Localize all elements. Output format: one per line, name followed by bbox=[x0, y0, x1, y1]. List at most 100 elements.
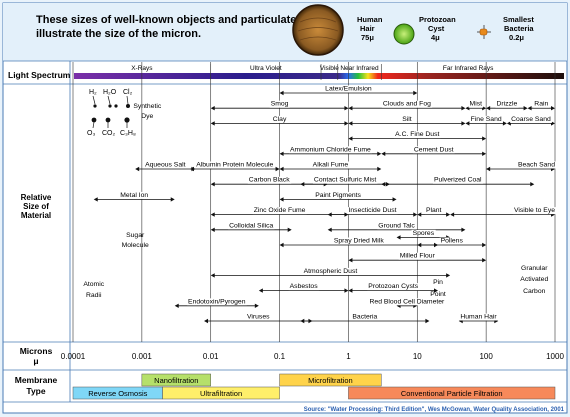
material-label-spores: Spores bbox=[413, 230, 435, 237]
material-ranges: Latex/Emulsion Smog Clouds and Fog Mist Driz… bbox=[93, 85, 557, 324]
material-label-zinc-oxide-fume: Zinc Oxide Fume bbox=[254, 207, 306, 214]
material-label-latex-emulsion: Latex/Emulsion bbox=[325, 86, 372, 93]
material-a-c-fine-dust: A.C. Fine Dust bbox=[348, 131, 487, 141]
microns-label: Microns bbox=[20, 346, 53, 356]
material-red-blood-cell-diameter: Red Blood Cell Diameter bbox=[368, 298, 447, 308]
material-beach-sand: Beach Sand bbox=[486, 161, 557, 172]
static-label-atomic: Atomic bbox=[83, 281, 104, 288]
bacteria-icon bbox=[477, 25, 491, 39]
material-cement-dust: Cement Dust bbox=[381, 146, 487, 156]
material-protozoan-cysts: Protozoan Cysts bbox=[348, 283, 439, 293]
material-label-atmospheric-dust: Atmospheric Dust bbox=[304, 268, 358, 275]
membrane-label-nanofiltration: Nanofiltration bbox=[154, 376, 198, 385]
molecule-c3h8: C₃H₈ bbox=[120, 130, 136, 137]
axis-tick-0-01: 0.01 bbox=[203, 352, 219, 361]
material-label-alkali-fume: Alkali Fume bbox=[313, 162, 349, 169]
material-label-rain: Rain bbox=[534, 101, 548, 108]
static-label-point: Point bbox=[430, 291, 446, 298]
spectrum-band-near-infrared: Near Infrared bbox=[340, 65, 379, 72]
material-label-bacteria: Bacteria bbox=[352, 314, 377, 321]
membrane-label-ultrafiltration: Ultrafiltration bbox=[200, 389, 242, 398]
microns-unit: μ bbox=[33, 356, 38, 366]
material-label-pollens: Pollens bbox=[441, 238, 464, 245]
spectrum-band-visible: Visible bbox=[320, 65, 339, 72]
axis-tick-100: 100 bbox=[479, 352, 493, 361]
axis-tick-10: 10 bbox=[413, 352, 422, 361]
material-spray-dried-milk: Spray Dried Milk bbox=[279, 237, 439, 248]
material-drizzle: Drizzle bbox=[486, 100, 528, 111]
material-insecticide-dust: Insecticide Dust bbox=[327, 207, 418, 217]
material-label-fine-sand: Fine Sand bbox=[471, 116, 502, 123]
material-label-pulverized-coal: Pulverized Coal bbox=[434, 177, 482, 184]
bacteria-size: 0.2μ bbox=[509, 33, 524, 42]
material-rain: Rain bbox=[527, 100, 555, 111]
static-label-sugar: Sugar bbox=[126, 232, 145, 239]
micron-axis: 0.0001 0.001 0.01 0.1 1 10 100 1000 bbox=[61, 352, 565, 361]
material-label-paint-pigments: Paint Pigments bbox=[315, 192, 361, 199]
axis-tick-0-001: 0.001 bbox=[132, 352, 153, 361]
cyst-label-1: Protozoan bbox=[419, 15, 456, 24]
material-label-asbestos: Asbestos bbox=[290, 283, 319, 290]
membrane-microfiltration: Microfiltration bbox=[279, 373, 382, 387]
material-label-protozoan-cysts: Protozoan Cysts bbox=[368, 283, 418, 290]
material-silt: Silt bbox=[348, 115, 466, 126]
material-label-contact-sulfuric-mist: Contact Sulfuric Mist bbox=[314, 177, 376, 184]
material-label-beach-sand: Beach Sand bbox=[518, 162, 555, 169]
header-title-line2: illustrate the size of the micron. bbox=[36, 28, 201, 40]
axis-tick-1000: 1000 bbox=[546, 352, 564, 361]
spectrum-band-x-rays: X-Rays bbox=[131, 65, 153, 72]
material-bacteria: Bacteria bbox=[300, 313, 430, 324]
material-endotoxin-pyrogen: Endotoxin/Pyrogen bbox=[174, 298, 259, 308]
material-label-plant: Plant bbox=[426, 207, 442, 214]
material-label-albumin-protein-molecule: Albumin Protein Molecule bbox=[196, 162, 273, 169]
material-label-milled-flour: Milled Flour bbox=[400, 253, 436, 260]
molecule-cl2: Cl₂ bbox=[123, 89, 133, 96]
source-note: Source: "Water Processing: Third Edition… bbox=[304, 407, 565, 413]
material-label-visible-to-eye: Visible to Eye bbox=[514, 207, 555, 214]
material-metal-ion: Metal Ion bbox=[93, 191, 175, 202]
material-label-a-c-fine-dust: A.C. Fine Dust bbox=[395, 131, 439, 138]
static-label-dye: Dye bbox=[141, 113, 153, 120]
bacteria-label-1: Smallest bbox=[503, 15, 534, 24]
relative-size-label-1: Relative bbox=[21, 193, 52, 202]
membrane-reverse-osmosis: Reverse Osmosis bbox=[72, 386, 163, 400]
material-colloidal-silica: Colloidal Silica bbox=[210, 222, 292, 232]
membrane-conventional-particle-filtration: Conventional Particle Filtration bbox=[348, 386, 556, 400]
hair-label-1: Human bbox=[357, 15, 383, 24]
relative-size-label-2: Size of bbox=[23, 202, 49, 211]
material-coarse-sand: Coarse Sand bbox=[506, 115, 555, 126]
material-visible-to-eye: Visible to Eye bbox=[450, 207, 557, 217]
human-hair-texture bbox=[297, 17, 339, 41]
molecule-h2: H₂ bbox=[89, 89, 97, 96]
material-paint-pigments: Paint Pigments bbox=[279, 191, 397, 202]
axis-tick-0-0001: 0.0001 bbox=[61, 352, 86, 361]
material-label-cement-dust: Cement Dust bbox=[414, 146, 454, 153]
human-hair-icon bbox=[292, 4, 344, 56]
protozoan-cyst-icon bbox=[393, 23, 415, 45]
material-label-drizzle: Drizzle bbox=[496, 101, 517, 108]
membrane-nanofiltration: Nanofiltration bbox=[141, 373, 211, 387]
material-label-smog: Smog bbox=[271, 101, 289, 108]
static-material-labels: Synthetic Dye Sugar Molecule Atomic Radii Pin P… bbox=[83, 103, 548, 299]
material-pulverized-coal: Pulverized Coal bbox=[381, 176, 535, 187]
material-label-red-blood-cell-diameter: Red Blood Cell Diameter bbox=[370, 298, 446, 305]
header-band bbox=[3, 3, 567, 61]
light-spectrum-label: Light Spectrum bbox=[8, 70, 71, 80]
material-human-hair: Human Hair bbox=[458, 313, 499, 324]
material-label-human-hair: Human Hair bbox=[460, 314, 497, 321]
material-fine-sand: Fine Sand bbox=[465, 115, 507, 126]
static-label-synthetic: Synthetic bbox=[133, 103, 162, 110]
material-label-insecticide-dust: Insecticide Dust bbox=[349, 207, 397, 214]
molecule-o3: O₃ bbox=[87, 130, 95, 137]
spectrum-bar bbox=[74, 73, 564, 79]
membrane-label-conventional-particle-filtration: Conventional Particle Filtration bbox=[401, 389, 503, 398]
material-label-clouds-and-fog: Clouds and Fog bbox=[383, 101, 431, 108]
static-label-granular: Granular bbox=[521, 265, 548, 272]
membrane-label-reverse-osmosis: Reverse Osmosis bbox=[88, 389, 147, 398]
bacteria-label-2: Bacteria bbox=[504, 24, 534, 33]
spectrum-bands: X-Rays Ultra Violet Visible Near Infrared Fa… bbox=[131, 64, 494, 80]
material-label-ammonium-chloride-fume: Ammonium Chloride Fume bbox=[290, 146, 371, 153]
material-milled-flour: Milled Flour bbox=[348, 252, 487, 263]
hair-size: 75μ bbox=[361, 33, 374, 42]
